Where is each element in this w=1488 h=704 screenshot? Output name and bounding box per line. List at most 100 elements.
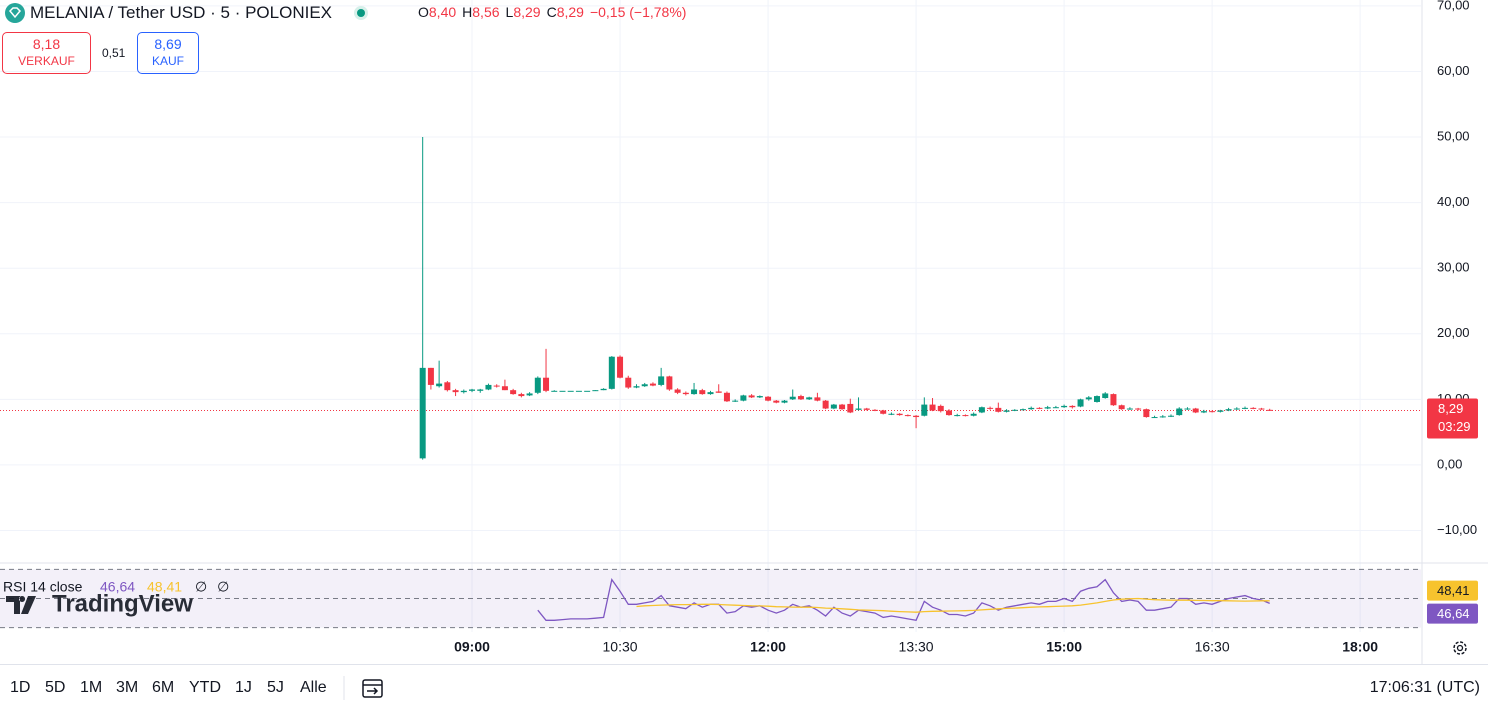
ohlc-item: H8,56 (462, 4, 499, 20)
ohlc-legend: O8,40 H8,56 L8,29 C8,29 −0,15 (−1,78%) (418, 4, 686, 20)
candle-body (1266, 409, 1273, 411)
candle-body (1151, 417, 1158, 419)
candle-body (427, 367, 434, 385)
buy-button[interactable]: 8,69 KAUF (137, 32, 199, 74)
watermark-logo (6, 596, 36, 614)
last-price-label: 8,29 (1438, 401, 1463, 416)
candle-body (1052, 407, 1059, 409)
candle-body (896, 413, 903, 416)
settings-icon (1453, 641, 1467, 655)
rsi-value-label: 46,64 (1437, 606, 1470, 621)
candle-body (806, 397, 813, 400)
candle-body (436, 383, 443, 387)
ohlc-key: L (505, 4, 514, 20)
candle-body (1242, 407, 1249, 409)
logo (5, 3, 25, 23)
ohlc-key: H (462, 4, 473, 20)
range-button[interactable]: 3M (116, 679, 139, 696)
candle-body (855, 408, 862, 410)
range-button[interactable]: 1J (235, 679, 252, 696)
rsi-legend-value: 46,64 (100, 579, 135, 595)
buy-label: KAUF (151, 54, 184, 68)
sell-price: 8,18 (32, 36, 61, 52)
y-tick-label: 30,00 (1437, 260, 1470, 275)
candle-body (1085, 397, 1092, 400)
candle-body (1044, 407, 1051, 409)
candle-body (913, 415, 920, 418)
ohlc-value: 8,56 (472, 4, 500, 20)
ohlc-item: C8,29 (547, 4, 584, 20)
candle-body (822, 400, 829, 409)
y-tick-label: 0,00 (1437, 456, 1462, 471)
candle-body (1102, 393, 1109, 399)
candle-body (748, 395, 755, 398)
candle-body (765, 396, 772, 401)
candle-body (518, 394, 525, 397)
candle-body (1225, 409, 1232, 411)
date-range-icon (362, 679, 383, 698)
status-dot (354, 6, 369, 20)
rsi-value-box (1427, 603, 1478, 624)
candle-body (584, 390, 591, 392)
range-button[interactable]: 5J (267, 679, 284, 696)
candle-body (987, 407, 994, 409)
range-button[interactable]: 1D (10, 679, 31, 696)
candle-body (567, 390, 574, 392)
rsi-legend-value: 48,41 (147, 579, 182, 595)
candle-body (732, 400, 739, 402)
candle-body (1093, 396, 1100, 402)
x-tick-label: 18:00 (1342, 639, 1378, 655)
candle-body (1126, 408, 1133, 410)
candle-body (1036, 407, 1043, 409)
range-button[interactable]: 6M (152, 679, 175, 696)
candle-body (510, 390, 517, 395)
candle-body (608, 356, 615, 389)
candle-body (674, 389, 681, 393)
x-tick-label: 15:00 (1046, 639, 1082, 655)
candle-body (995, 407, 1002, 412)
candle-body (658, 376, 665, 385)
candle-body (1250, 407, 1257, 409)
candle-body (1209, 411, 1216, 413)
ohlc-key: O (418, 4, 429, 20)
last-price-box (1427, 398, 1478, 439)
y-tick-label: 70,00 (1437, 0, 1470, 12)
sell-button[interactable]: 8,18 VERKAUF (2, 32, 91, 74)
candle-body (666, 376, 673, 390)
candle-body (904, 415, 911, 417)
calendar-arrow (367, 687, 379, 695)
candle-body (814, 397, 821, 401)
candle-body (485, 384, 492, 390)
range-button[interactable]: 5D (45, 679, 66, 696)
candle-body (1118, 405, 1125, 410)
range-button[interactable]: YTD (189, 679, 221, 696)
candle-body (699, 390, 706, 395)
candle-body (740, 395, 747, 401)
range-button[interactable]: 1M (80, 679, 103, 696)
candle-body (682, 392, 689, 395)
y-tick-label: 20,00 (1437, 325, 1470, 340)
candle-body (460, 390, 467, 393)
candle-body (559, 390, 566, 392)
candle-body (592, 390, 599, 392)
candle-body (970, 413, 977, 416)
range-button[interactable]: Alle (300, 679, 327, 696)
candle-body (493, 385, 500, 387)
candle-body (1233, 408, 1240, 410)
candle-body (978, 407, 985, 413)
candle-body (707, 392, 714, 395)
candle-body (477, 389, 484, 391)
candle-body (1110, 394, 1117, 406)
candle-body (1135, 408, 1142, 410)
candle-body (452, 390, 459, 393)
candle-body (600, 388, 607, 391)
x-tick-label: 13:30 (899, 639, 934, 655)
ohlc-value: 8,40 (428, 4, 457, 20)
candle-body (551, 390, 558, 392)
candle-body (723, 392, 730, 402)
candle-body (1077, 399, 1084, 407)
candle-body (419, 367, 426, 459)
candle-body (830, 404, 837, 409)
